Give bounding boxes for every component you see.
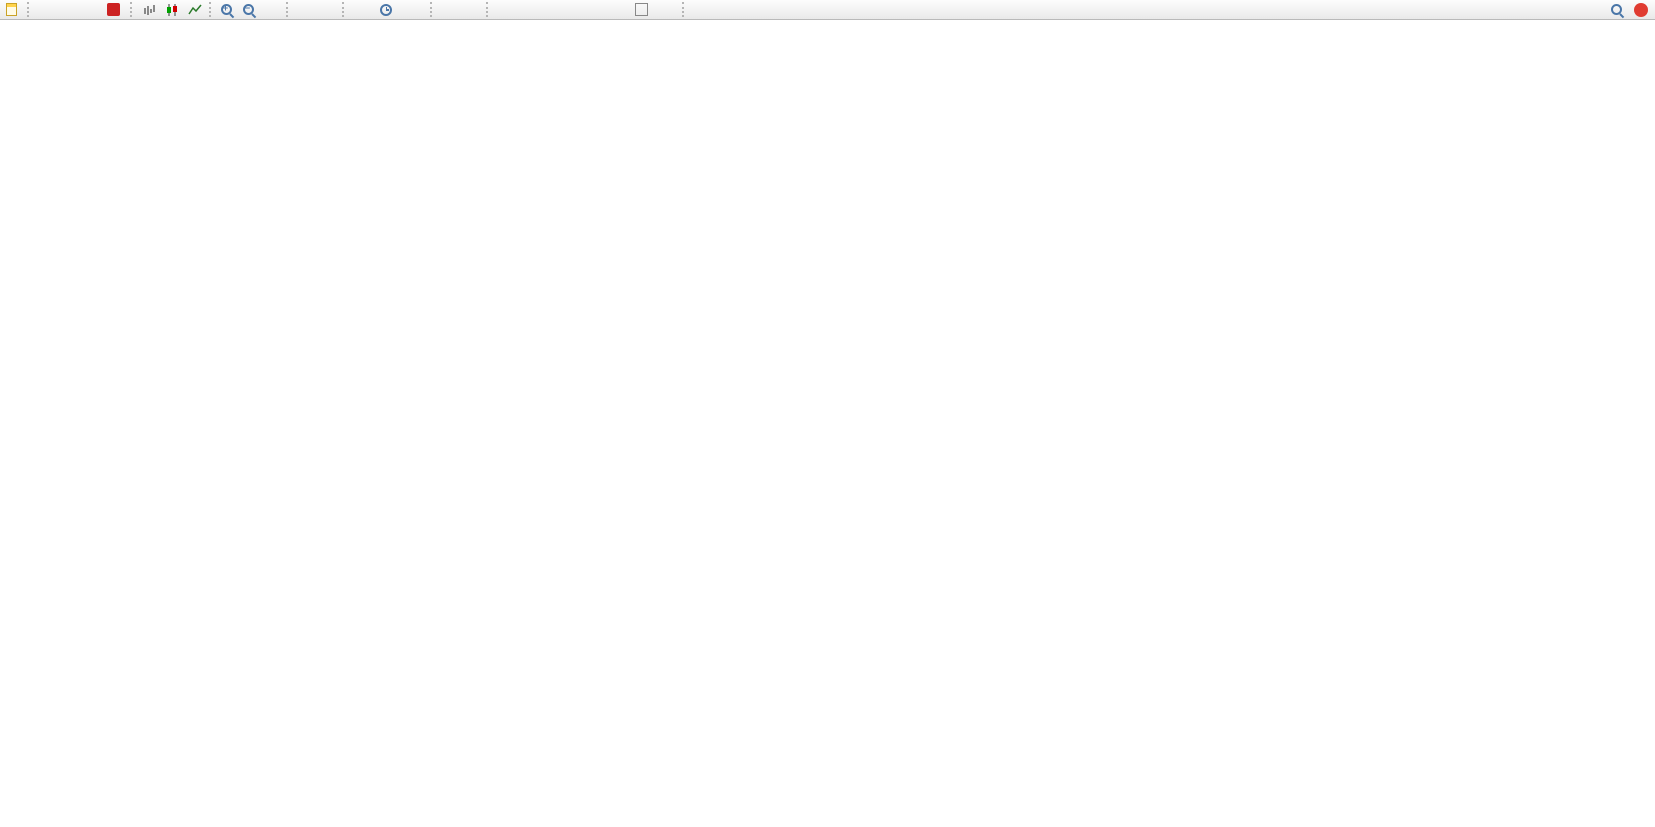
- candlestick-chart-button[interactable]: [160, 1, 183, 19]
- channel-button[interactable]: [562, 1, 585, 19]
- signals-icon: [84, 2, 99, 17]
- signals-button[interactable]: [80, 1, 103, 19]
- fibonacci-button[interactable]: [585, 1, 608, 19]
- new-order-button[interactable]: [2, 1, 24, 19]
- clock-icon: [380, 3, 392, 16]
- templates-button[interactable]: [400, 1, 427, 19]
- terminal-button[interactable]: [57, 1, 80, 19]
- chart-canvas[interactable]: [0, 20, 1655, 827]
- template-icon: [404, 2, 419, 17]
- timeframe-w1-button[interactable]: [759, 1, 769, 19]
- cursor-icon: [441, 2, 456, 17]
- timeframe-d1-button[interactable]: [749, 1, 759, 19]
- fibonacci-icon: [589, 2, 604, 17]
- vertical-line-icon: [497, 2, 512, 17]
- timeframe-m30-button[interactable]: [719, 1, 729, 19]
- crosshair-button[interactable]: [460, 1, 483, 19]
- chart-window-button[interactable]: [34, 1, 57, 19]
- toolbar-grip: [430, 2, 434, 17]
- notification-badge[interactable]: [1634, 2, 1648, 17]
- line-chart-button[interactable]: [183, 1, 206, 19]
- text-icon: [612, 2, 627, 17]
- tile-windows-icon: [264, 2, 279, 17]
- tile-windows-button[interactable]: [260, 1, 283, 19]
- arrow-object-icon: [656, 2, 671, 17]
- horizontal-line-icon: [520, 2, 535, 17]
- search-button[interactable]: [1606, 1, 1628, 19]
- new-order-icon: [6, 3, 17, 16]
- macd-label: [8, 578, 18, 589]
- toolbar-grip: [682, 2, 686, 17]
- terminal-icon: [61, 2, 76, 17]
- rsi-label: [8, 676, 13, 687]
- text-button[interactable]: [608, 1, 631, 19]
- text-label-icon: [635, 3, 648, 16]
- search-icon: [1610, 3, 1624, 17]
- horizontal-line-button[interactable]: [516, 1, 539, 19]
- chart-window-icon: [38, 2, 53, 17]
- timeframe-m1-button[interactable]: [689, 1, 699, 19]
- vertical-line-button[interactable]: [493, 1, 516, 19]
- toolbar-grip: [130, 2, 134, 17]
- timeframe-mn-button[interactable]: [769, 1, 779, 19]
- crosshair-icon: [464, 2, 479, 17]
- toolbar: + −: [0, 0, 1655, 20]
- chart-window: [0, 20, 1655, 827]
- candlestick-chart-icon: [164, 2, 179, 17]
- text-label-button[interactable]: [631, 1, 652, 19]
- timeframe-h4-button[interactable]: [739, 1, 749, 19]
- add-indicator-icon: [353, 2, 368, 17]
- toolbar-grip: [209, 2, 213, 17]
- arrows-button[interactable]: [652, 1, 679, 19]
- trendline-icon: [543, 2, 558, 17]
- toolbar-grip: [486, 2, 490, 17]
- bar-chart-icon: [141, 2, 156, 17]
- toolbar-grip: [342, 2, 346, 17]
- periods-button[interactable]: [376, 1, 400, 19]
- toolbar-grip: [27, 2, 31, 17]
- zoom-out-button[interactable]: −: [238, 1, 260, 19]
- bar-chart-button[interactable]: [137, 1, 160, 19]
- zoom-in-button[interactable]: +: [216, 1, 238, 19]
- trendline-button[interactable]: [539, 1, 562, 19]
- timeframe-m5-button[interactable]: [699, 1, 709, 19]
- zoom-out-icon: −: [242, 3, 256, 17]
- line-chart-icon: [187, 2, 202, 17]
- channel-icon: [564, 0, 582, 18]
- chart-shift-icon: [320, 2, 335, 17]
- indicators-button[interactable]: [349, 1, 376, 19]
- cursor-button[interactable]: [437, 1, 460, 19]
- timeframe-h1-button[interactable]: [729, 1, 739, 19]
- auto-scroll-button[interactable]: [293, 1, 316, 19]
- auto-trading-icon: [107, 3, 120, 16]
- chart-shift-button[interactable]: [316, 1, 339, 19]
- auto-trading-button[interactable]: [103, 1, 127, 19]
- toolbar-grip: [286, 2, 290, 17]
- zoom-in-icon: +: [220, 3, 234, 17]
- timeframe-m15-button[interactable]: [709, 1, 719, 19]
- auto-scroll-icon: [297, 2, 312, 17]
